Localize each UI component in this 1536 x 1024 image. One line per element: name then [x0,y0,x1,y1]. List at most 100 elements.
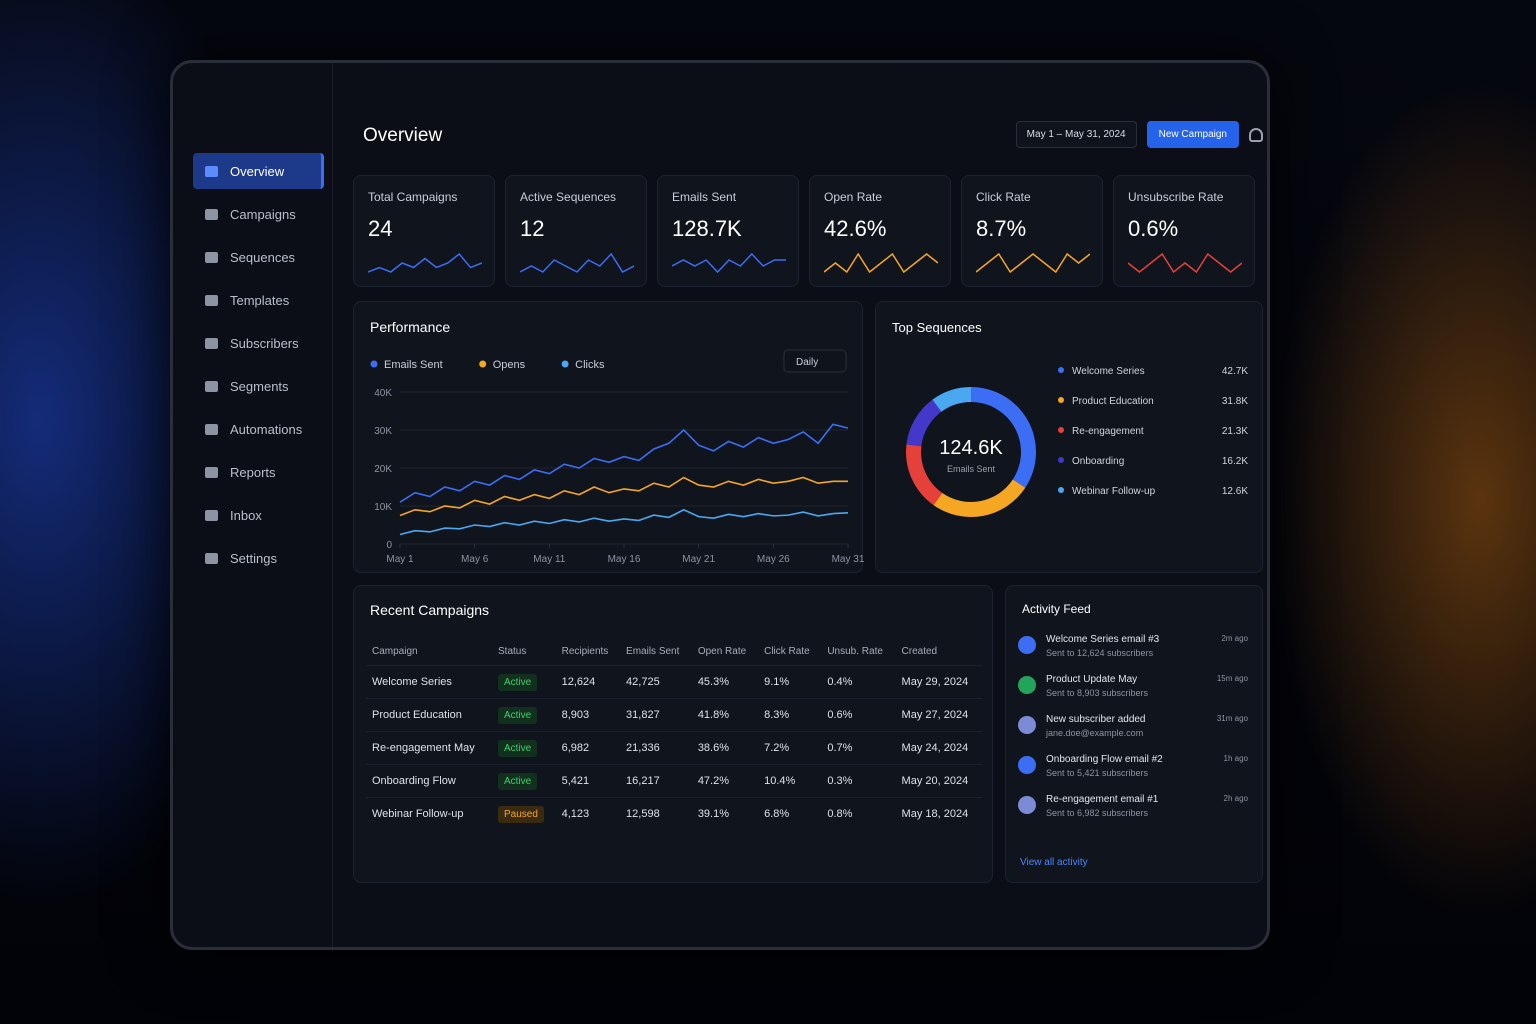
cell: 0.7% [821,731,896,765]
header-actions: May 1 – May 31, 2024 New Campaign [1015,121,1263,148]
sparkline [824,252,938,274]
cell: Active [492,764,556,798]
cell: Re-engagement May [366,731,492,765]
kpi-card: Open Rate 42.6% [809,175,951,287]
legend-dot [1058,487,1064,493]
campaign-row[interactable]: Re-engagement May Active 6,982 21,336 38.6% 7… [366,731,982,765]
activity-sub: Sent to 6,982 subscribers [1046,808,1149,818]
activity-time: 1h ago [1223,754,1248,763]
cell: 6.8% [758,797,822,830]
nav-label: Reports [230,464,276,480]
nav-item[interactable]: Sequences [193,239,324,275]
legend-dot [1058,427,1064,433]
cell: 0.8% [821,797,896,830]
sparkline-line [368,252,482,273]
sidebar: Overview Campaigns Sequences Templates Subsc… [173,63,333,947]
activity-title: Product Update May [1046,674,1138,685]
donut-caption: Emails Sent [947,464,996,474]
column-header: Open Rate [697,646,747,657]
nav-item[interactable]: Templates [193,282,324,318]
new-campaign-button[interactable]: New Campaign [1146,121,1239,148]
kpi-label: Unsubscribe Rate [1128,190,1224,204]
series-line [399,476,848,517]
sparkline-line [520,252,634,273]
nav-item[interactable]: Campaigns [193,196,324,232]
campaign-row[interactable]: Welcome Series Active 12,624 42,725 45.3% 9.1… [366,665,982,699]
activity-card: Activity Feed Welcome Series email #3 Sent… [1005,585,1263,883]
nav-item[interactable]: Segments [193,368,324,404]
campaign-row[interactable]: Onboarding Flow Active 5,421 16,217 47.2% 10.… [366,764,982,798]
activity-sub: Sent to 5,421 subscribers [1046,768,1149,778]
cell: 12,598 [620,797,692,830]
kpi-value: 24 [368,216,393,241]
nav-item[interactable]: Settings [193,540,324,576]
dashboard: Overview Campaigns Sequences Templates Subsc… [170,60,1270,950]
donut-total: 124.6K [939,437,1003,459]
activity-text: Welcome Series email #3 Sent to 12,624 su… [1046,634,1159,658]
cell: 7.2% [758,731,822,765]
legend-dot [370,360,378,368]
nav-label: Templates [230,292,290,308]
legend-dot [479,360,487,368]
activity-title: New subscriber added [1046,714,1146,725]
kpi-card: Emails Sent 128.7K [657,175,799,287]
activity-icon [1018,716,1036,734]
legend-label: Welcome Series [1072,366,1145,377]
column-header: Recipients [561,646,609,657]
legend-label: Emails Sent [384,359,443,371]
activity-item: New subscriber added jane.doe@example.com… [1018,714,1248,738]
cell: May 18, 2024 [895,797,982,830]
date-range[interactable]: May 1 – May 31, 2024 [1015,121,1137,148]
nav-label: Subscribers [230,335,299,351]
nav-item[interactable]: Reports [193,454,324,490]
nav-item[interactable]: Overview [193,153,324,189]
period-select[interactable]: Daily [783,349,847,373]
cell: 42,725 [620,665,692,699]
y-tick-label: 40K [374,388,392,399]
sparkline [1128,252,1242,274]
sparkline [520,252,634,273]
activity-item: Re-engagement email #1 Sent to 6,982 subs… [1018,794,1248,818]
campaign-row[interactable]: Webinar Follow-up Paused 4,123 12,598 39.1% 6… [366,797,982,830]
cell: 38.6% [691,731,759,765]
activity-time: 2h ago [1223,794,1248,803]
nav-item[interactable]: Subscribers [193,325,324,361]
notifications[interactable] [1249,127,1263,142]
activity-title: Re-engagement email #1 [1046,794,1159,805]
x-tick-label: May 1 [386,554,414,565]
nav-item[interactable]: Inbox [193,497,324,533]
cell: Onboarding Flow [366,764,492,798]
cell: 31,827 [620,698,692,732]
cell: 9.1% [758,665,822,699]
nav-item[interactable]: Automations [193,411,324,447]
nav-label: Campaigns [230,206,296,222]
nav-label: Overview [230,163,285,179]
x-tick-label: May 6 [461,554,489,565]
legend-label: Re-engagement [1072,426,1144,437]
kpi-card: Click Rate 8.7% [961,175,1103,287]
nav-icon [205,294,218,306]
select-label: Daily [796,357,818,368]
cell: 8,903 [555,698,621,732]
nav-icon [205,466,218,478]
kpi-label: Active Sequences [520,190,617,204]
view-all-link[interactable]: View all activity [1020,857,1088,868]
donut-segment [933,479,1026,517]
nav-label: Inbox [230,507,262,523]
performance-card: Performance Daily Emails Sent Opens Clicks 0 1… [353,301,865,573]
card-title: Recent Campaigns [370,602,490,618]
campaign-row[interactable]: Product Education Active 8,903 31,827 41.8% 8… [366,698,982,732]
cell: 47.2% [691,764,759,798]
cell: May 27, 2024 [895,698,982,732]
kpi-value: 128.7K [672,216,742,241]
series-line [399,508,849,536]
activity-time: 15m ago [1216,674,1248,683]
cell: 21,336 [620,731,692,765]
donut-chart: Top Sequences Welcome Series 42.7K Product … [892,320,1248,517]
legend-label: Webinar Follow-up [1072,486,1156,497]
legend-label: Opens [493,359,526,371]
cell: 5,421 [555,764,621,798]
recent-campaigns-card: Recent Campaigns Campaign Status Recipients… [353,585,993,883]
legend-dot [561,360,569,368]
nav-label: Settings [230,550,277,566]
